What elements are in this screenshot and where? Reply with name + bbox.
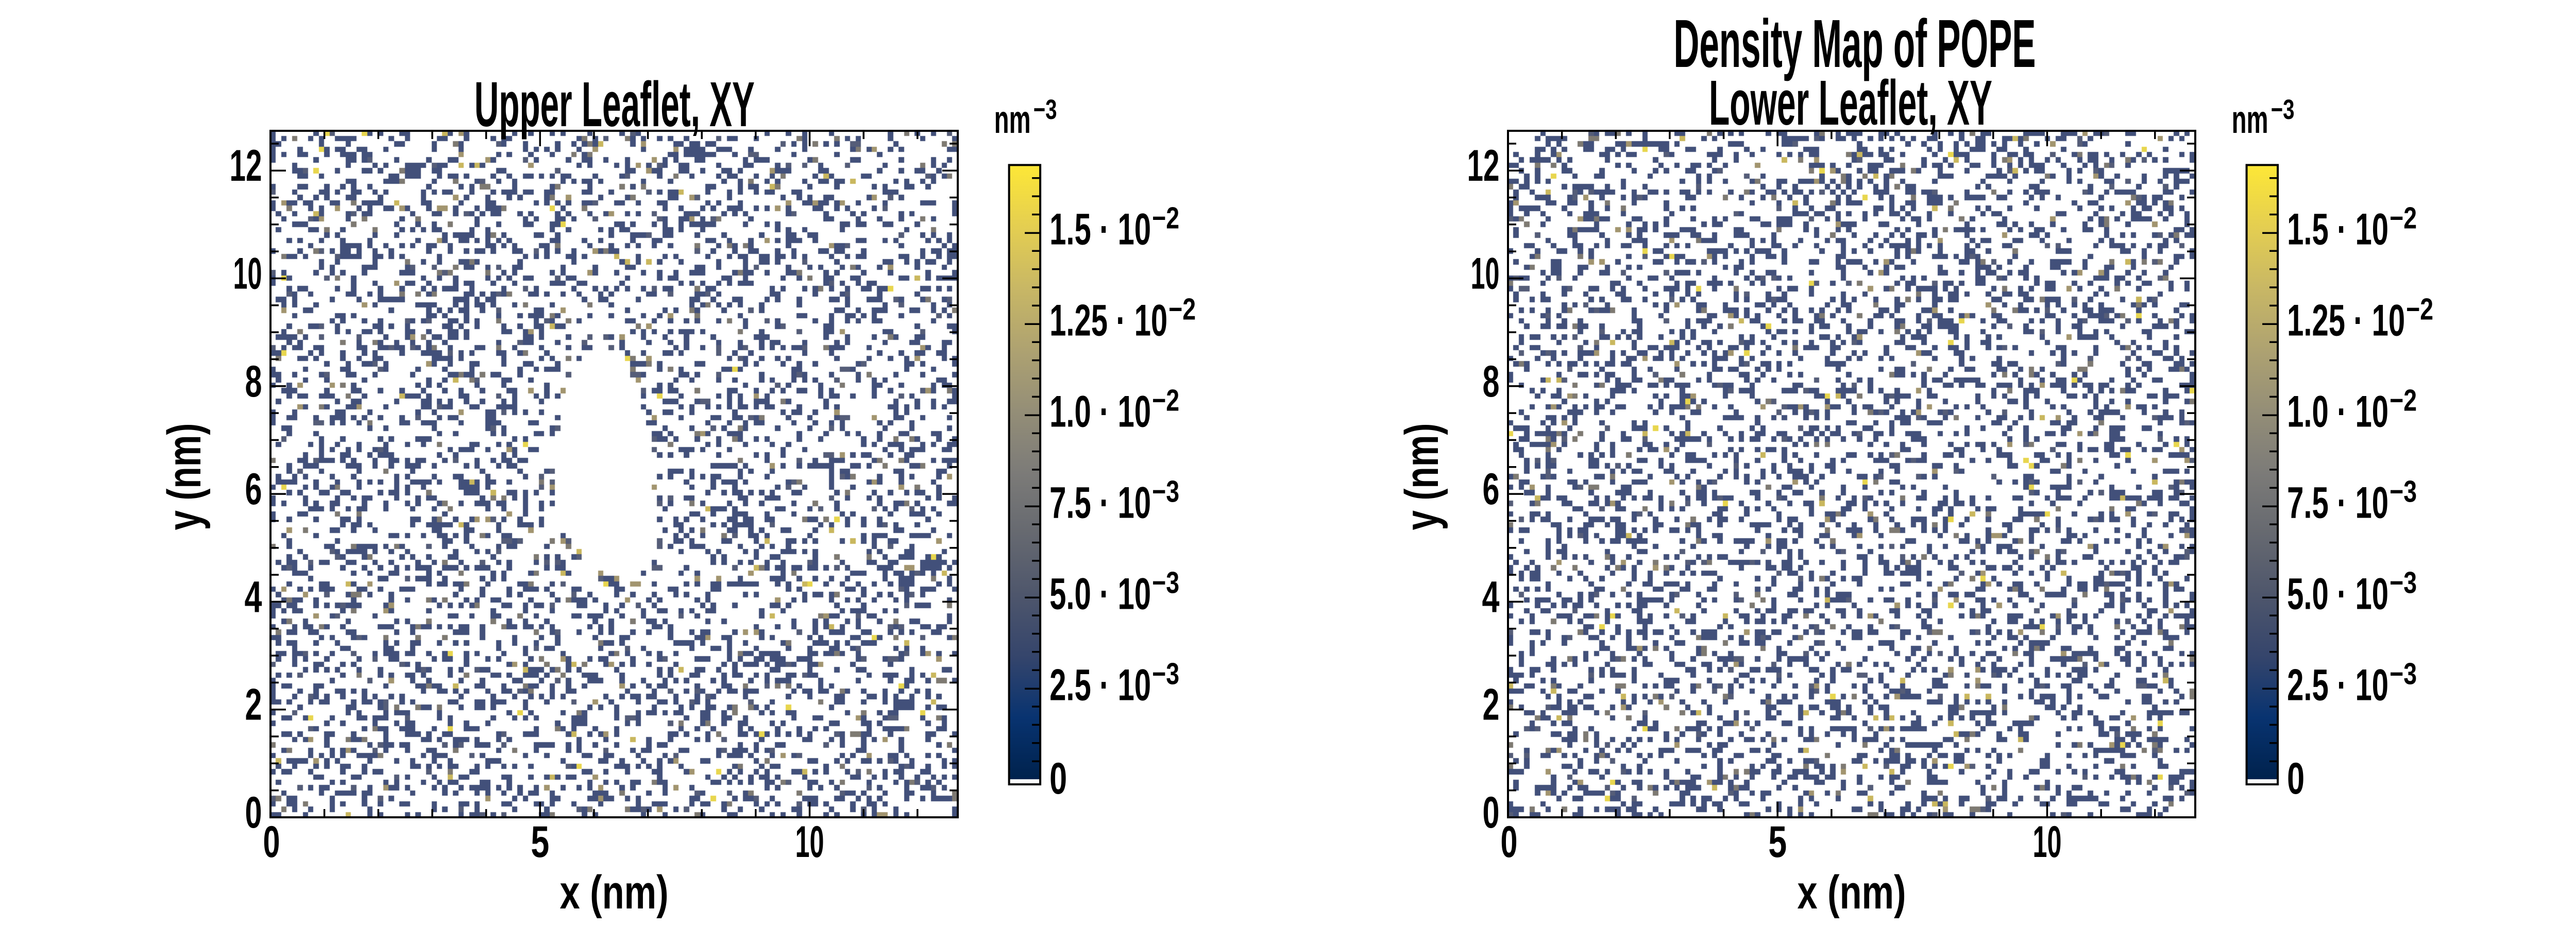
svg-text:0: 0	[1483, 788, 1500, 837]
svg-text:y (nm): y (nm)	[158, 423, 211, 530]
svg-text:10: 10	[2033, 817, 2062, 867]
svg-text:0: 0	[2287, 754, 2304, 803]
svg-text:10: 10	[1471, 249, 1500, 299]
svg-text:8: 8	[1483, 357, 1500, 406]
svg-text:−3: −3	[1152, 566, 1179, 600]
svg-text:−3: −3	[1152, 657, 1179, 691]
svg-text:8: 8	[245, 357, 262, 406]
svg-text:nm: nm	[2232, 98, 2268, 142]
svg-text:5.0 · 10: 5.0 · 10	[1049, 570, 1151, 619]
svg-text:−2: −2	[2389, 201, 2417, 235]
svg-text:Upper Leaflet, XY: Upper Leaflet, XY	[474, 70, 755, 140]
svg-text:Lower Leaflet, XY: Lower Leaflet, XY	[1709, 68, 1992, 139]
svg-text:0: 0	[245, 788, 262, 837]
svg-text:−2: −2	[1152, 201, 1179, 235]
svg-text:2: 2	[245, 680, 262, 730]
svg-text:6: 6	[1483, 465, 1500, 514]
svg-text:−3: −3	[1033, 94, 1057, 125]
svg-text:10: 10	[795, 817, 824, 867]
svg-text:−2: −2	[2406, 292, 2433, 326]
svg-text:−3: −3	[2389, 566, 2417, 600]
svg-text:1.5 · 10: 1.5 · 10	[2287, 204, 2388, 254]
svg-text:1.25 · 10: 1.25 · 10	[1049, 296, 1167, 345]
svg-text:4: 4	[1482, 572, 1500, 622]
svg-text:y (nm): y (nm)	[1396, 423, 1448, 530]
svg-text:x (nm): x (nm)	[560, 866, 669, 919]
svg-text:5.0 · 10: 5.0 · 10	[2287, 570, 2388, 619]
svg-text:6: 6	[245, 465, 262, 514]
svg-text:−3: −3	[2271, 94, 2295, 125]
svg-text:x (nm): x (nm)	[1798, 866, 1906, 919]
svg-text:0: 0	[263, 817, 280, 867]
svg-text:12: 12	[230, 141, 262, 191]
svg-text:10: 10	[233, 249, 262, 299]
svg-text:2: 2	[1483, 680, 1500, 730]
svg-text:0: 0	[1501, 817, 1518, 867]
svg-text:−3: −3	[1152, 475, 1179, 509]
svg-text:1.0 · 10: 1.0 · 10	[2287, 387, 2388, 437]
svg-text:2.5 · 10: 2.5 · 10	[1049, 661, 1151, 710]
svg-text:−2: −2	[1168, 292, 1196, 326]
svg-text:−3: −3	[2389, 657, 2417, 691]
svg-text:nm: nm	[994, 98, 1031, 142]
svg-text:−2: −2	[2389, 384, 2417, 418]
svg-text:1.25 · 10: 1.25 · 10	[2287, 296, 2405, 345]
svg-text:5: 5	[1768, 817, 1787, 867]
svg-text:7.5 · 10: 7.5 · 10	[1049, 478, 1151, 528]
svg-text:−3: −3	[2389, 475, 2417, 509]
svg-text:1.0 · 10: 1.0 · 10	[1049, 387, 1151, 437]
svg-text:Density Map of POPE: Density Map of POPE	[1674, 6, 2036, 81]
svg-text:5: 5	[531, 817, 549, 867]
svg-text:0: 0	[1049, 754, 1067, 803]
svg-text:7.5 · 10: 7.5 · 10	[2287, 478, 2388, 528]
svg-text:−2: −2	[1152, 384, 1179, 418]
svg-text:4: 4	[245, 572, 262, 622]
svg-text:2.5 · 10: 2.5 · 10	[2287, 661, 2388, 710]
svg-text:12: 12	[1467, 141, 1500, 191]
svg-text:1.5 · 10: 1.5 · 10	[1049, 204, 1151, 254]
